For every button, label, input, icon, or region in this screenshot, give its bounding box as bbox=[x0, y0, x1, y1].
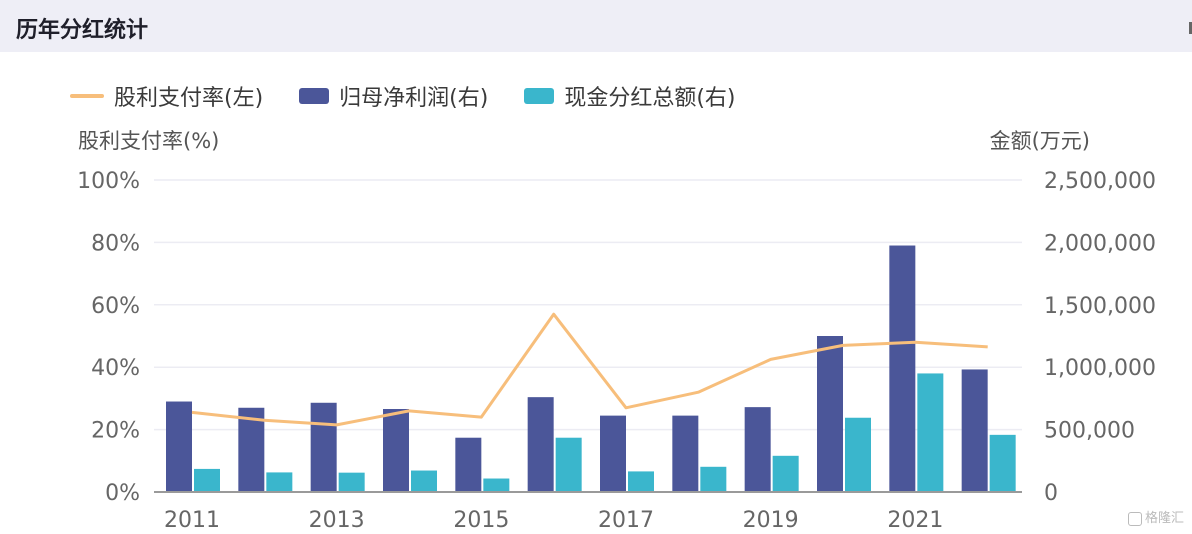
legend-item-dividend[interactable]: 现金分红总额(右) bbox=[524, 80, 736, 112]
bar-cash-dividend bbox=[845, 417, 871, 492]
legend-swatch-dividend bbox=[524, 88, 555, 104]
legend-label-dividend: 现金分红总额(右) bbox=[564, 86, 736, 111]
panel-edge-mark bbox=[1189, 22, 1192, 34]
left-axis-title: 股利支付率(%) bbox=[78, 129, 220, 153]
right-axis-tick-label: 1,500,000 bbox=[1044, 294, 1156, 319]
legend-label-net-profit: 归母净利润(右) bbox=[339, 86, 489, 111]
bar-net-profit bbox=[527, 397, 554, 492]
x-axis-tick-label: 2015 bbox=[453, 508, 509, 533]
legend-swatch-payout bbox=[70, 94, 104, 98]
legend-item-payout[interactable]: 股利支付率(左) bbox=[70, 80, 263, 112]
left-axis-tick-label: 40% bbox=[91, 356, 140, 381]
bar-cash-dividend bbox=[338, 472, 365, 492]
watermark: 格隆汇 bbox=[1127, 507, 1184, 526]
bar-cash-dividend bbox=[989, 434, 1016, 492]
right-axis-title: 金额(万元) bbox=[989, 129, 1090, 153]
bar-net-profit bbox=[310, 402, 337, 492]
bar-net-profit bbox=[817, 336, 843, 492]
x-axis-tick-label: 2021 bbox=[887, 508, 943, 533]
left-axis-tick-label: 0% bbox=[105, 481, 140, 506]
panel-title: 历年分红统计 bbox=[16, 18, 149, 43]
bar-net-profit bbox=[600, 415, 626, 492]
bar-cash-dividend bbox=[628, 471, 654, 492]
bar-cash-dividend bbox=[700, 466, 727, 492]
bar-net-profit bbox=[238, 407, 265, 492]
bar-net-profit bbox=[166, 401, 192, 492]
bar-net-profit bbox=[383, 409, 409, 492]
panel-header: 历年分红统计 bbox=[0, 0, 1192, 52]
bar-net-profit bbox=[455, 437, 482, 492]
left-axis-tick-label: 20% bbox=[91, 419, 140, 444]
chart-legend: 股利支付率(左) 归母净利润(右) 现金分红总额(右) bbox=[70, 80, 772, 112]
bar-net-profit bbox=[672, 415, 699, 492]
right-axis-tick-label: 2,500,000 bbox=[1044, 169, 1156, 194]
bar-cash-dividend bbox=[917, 373, 944, 492]
watermark-text: 格隆汇 bbox=[1144, 511, 1184, 526]
left-axis-tick-label: 80% bbox=[91, 231, 140, 256]
bar-net-profit bbox=[744, 407, 771, 492]
x-axis-tick-label: 2013 bbox=[309, 508, 365, 533]
watermark-logo-icon bbox=[1127, 511, 1142, 526]
bar-cash-dividend bbox=[266, 472, 293, 492]
bar-net-profit bbox=[889, 245, 916, 492]
bar-cash-dividend bbox=[555, 437, 582, 492]
legend-item-net-profit[interactable]: 归母净利润(右) bbox=[299, 80, 488, 112]
bar-cash-dividend bbox=[483, 478, 510, 492]
x-axis-tick-label: 2019 bbox=[743, 508, 799, 533]
bar-cash-dividend bbox=[194, 468, 220, 492]
right-axis-tick-label: 0 bbox=[1044, 481, 1058, 506]
bar-cash-dividend bbox=[772, 455, 799, 492]
bar-net-profit bbox=[961, 369, 988, 492]
x-axis-tick-label: 2011 bbox=[164, 508, 220, 533]
x-axis-tick-label: 2017 bbox=[598, 508, 654, 533]
bar-cash-dividend bbox=[411, 470, 437, 492]
right-axis-tick-label: 500,000 bbox=[1044, 419, 1135, 444]
payout-ratio-line bbox=[191, 312, 988, 427]
right-axis-tick-label: 2,000,000 bbox=[1044, 231, 1156, 256]
left-axis-tick-label: 60% bbox=[91, 294, 140, 319]
right-axis-tick-label: 1,000,000 bbox=[1044, 356, 1156, 381]
left-axis-tick-label: 100% bbox=[77, 169, 140, 194]
legend-label-payout: 股利支付率(左) bbox=[114, 86, 264, 111]
legend-swatch-net-profit bbox=[299, 88, 330, 104]
